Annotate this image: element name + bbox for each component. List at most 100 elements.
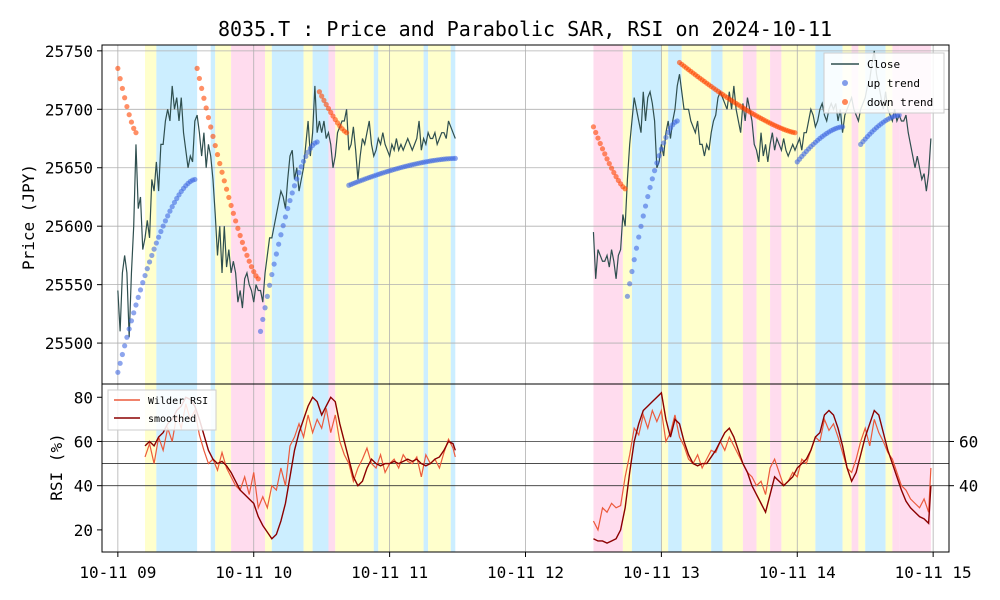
down-trend-sar-dot [792,130,798,136]
up-trend-sar-dot [656,153,662,159]
wilder-rsi-line [592,408,932,532]
up-trend-sar-dot [171,199,178,206]
down-trend-sar-dot [226,194,232,201]
rsi-y-tick-label: 60 [74,432,93,451]
up-trend-sar-dot [294,176,300,182]
up-trend-sar-dot [285,205,291,212]
down-trend-sar-dot [611,169,617,176]
down-trend-sar-dot [599,146,606,152]
down-trend-sar-dot [223,186,230,192]
down-trend-legend-label: down trend [867,96,933,109]
price-axis-label: Price (JPY) [19,164,38,270]
up-trend-sar-dot [158,228,164,235]
trend-region-blue [631,45,662,384]
up-trend-sar-dot [303,153,309,160]
down-trend-sar-dot [214,151,221,158]
up-trend-legend-label: up trend [867,77,920,90]
down-trend-sar-dot [208,124,214,130]
rsi-axis-label: RSI (%) [47,433,66,500]
trend-region-blue [668,45,682,384]
rsi-legend-box [107,389,217,431]
down-trend-sar-dot [126,112,132,118]
down-trend-sar-dot [235,225,241,231]
trend-region-yellow [335,45,374,384]
up-trend-sar-dot [282,214,289,220]
rsi-region-pink [899,384,931,552]
up-trend-sar-dot [663,134,669,140]
up-trend-sar-dot [658,146,664,152]
down-trend-sar-dot [233,218,239,224]
rsi-region-yellow [781,384,795,552]
close-price-line [117,85,456,338]
down-trend-sar-dot [590,124,597,130]
up-trend-legend-marker [842,80,848,86]
down-trend-sar-dot [319,93,325,99]
up-trend-sar-dot [131,310,137,316]
up-trend-sar-dot [160,223,166,229]
rsi-region-yellow [335,384,374,552]
up-trend-sar-dot [269,271,275,278]
down-trend-sar-dot [212,142,218,149]
trend-region-yellow [303,45,313,384]
up-trend-sar-dot [135,294,141,300]
trend-region-blue [271,45,304,384]
rsi-region-blue [668,384,682,552]
up-trend-sar-dot [627,281,633,287]
rsi-region-yellow [378,384,424,552]
trend-region-pink [770,45,782,384]
up-trend-sar-dot [142,272,148,279]
price-y-tick-label: 25750 [45,42,93,61]
down-trend-sar-dot [316,89,323,95]
rsi-region-pink [328,384,336,552]
down-trend-sar-dot [255,276,261,282]
down-trend-sar-dot [119,85,125,92]
price-legend: Close up trend down trend [823,52,945,114]
down-trend-sar-dot [115,65,121,71]
down-trend-sar-dot [343,130,350,136]
up-trend-sar-dot [296,170,302,176]
up-trend-sar-dot [119,351,125,358]
up-trend-sar-dot [124,334,130,340]
trend-region-pink [593,45,623,384]
down-trend-sar-dot [199,85,205,92]
rsi-plot-frame [101,383,950,553]
down-trend-sar-dot [597,140,603,147]
up-trend-sar-dot [128,318,135,324]
trend-region-yellow [842,45,852,384]
up-trend-sar-dot [257,328,264,334]
down-trend-sar-dot [230,210,236,216]
down-trend-sar-dot [622,186,628,192]
down-trend-sar-dot [246,258,252,264]
trend-region-blue [156,45,198,384]
rsi-region-pink [851,384,859,552]
rsi-region-pink [231,384,266,552]
trend-region-blue [373,45,379,384]
up-trend-sar-dot [633,245,640,251]
trend-region-yellow [215,45,232,384]
up-trend-sar-dot [305,149,311,155]
up-trend-sar-dot [133,302,139,308]
up-trend-sar-dot [278,232,284,238]
down-trend-sar-dot [613,174,619,180]
down-trend-sar-dot [203,105,209,111]
up-trend-sar-dot [162,218,169,224]
x-tick-label: 10-11 15 [895,563,972,582]
up-trend-sar-dot [264,293,270,299]
up-trend-sar-dot [298,164,304,170]
rsi-region-yellow [303,384,313,552]
down-trend-sar-dot [194,65,200,71]
wilder-legend-label: Wilder RSI [148,396,208,407]
rsi-y-tick-label: 80 [74,388,93,407]
rsi-region-yellow [215,384,232,552]
up-trend-sar-dot [645,193,651,200]
down-trend-sar-dot [604,156,610,162]
up-trend-sar-dot [276,241,282,247]
trend-region-blue [865,45,886,384]
down-trend-sar-dot [321,97,327,103]
trend-region-pink [742,45,757,384]
up-trend-sar-dot [452,155,458,161]
up-trend-sar-dot [117,360,123,366]
up-trend-sar-dot [839,124,846,130]
up-trend-sar-dot [169,204,175,210]
